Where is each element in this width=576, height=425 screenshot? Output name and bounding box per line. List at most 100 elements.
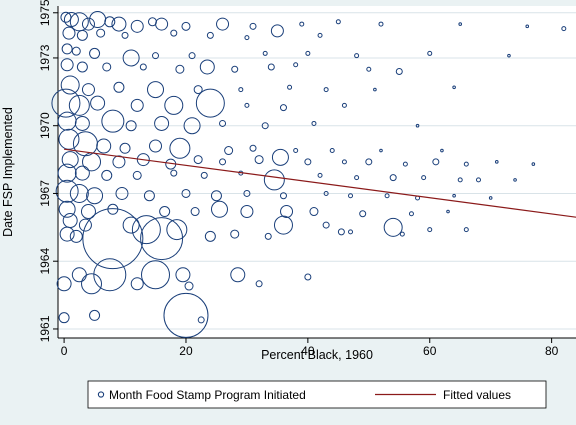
scatter-point [249, 22, 257, 30]
scatter-point [78, 218, 92, 232]
scatter-point [141, 260, 171, 290]
scatter-point [170, 169, 178, 177]
scatter-point [125, 120, 137, 132]
scatter-point [68, 94, 90, 116]
scatter-point [60, 11, 72, 23]
legend-label-fit: Fitted values [443, 388, 511, 402]
scatter-point [267, 63, 275, 71]
scatter-point [457, 177, 463, 183]
scatter-point [323, 87, 329, 93]
x-tick-label: 60 [423, 344, 437, 358]
scatter-point [304, 158, 312, 166]
scatter-point [452, 193, 456, 198]
scatter-point [81, 83, 95, 97]
scatter-point [90, 95, 106, 111]
legend: Month Food Stamp Program Initiated Fitte… [87, 380, 547, 409]
scatter-point [210, 200, 228, 218]
scatter-point [280, 205, 294, 219]
scatter-point [359, 210, 367, 218]
scatter-point [399, 231, 405, 237]
scatter-point [104, 16, 116, 28]
scatter-point [415, 123, 420, 128]
scatter-point [130, 98, 144, 112]
scatter-point [348, 193, 354, 199]
scatter-point [458, 22, 463, 26]
scatter-point [432, 158, 440, 166]
scatter-point [89, 47, 101, 59]
scatter-point [130, 19, 144, 33]
scatter-point [184, 281, 194, 291]
x-tick-label: 40 [301, 344, 315, 358]
legend-label-scatter: Month Food Stamp Program Initiated [109, 388, 306, 402]
scatter-point [183, 117, 201, 135]
scatter-point [463, 227, 469, 233]
scatter-point [147, 81, 165, 99]
scatter-point [193, 155, 203, 165]
scatter-point [216, 17, 230, 31]
scatter-point [323, 190, 329, 196]
scatter-point [181, 21, 191, 31]
scatter-point [365, 158, 373, 166]
scatter-point [199, 59, 215, 75]
scatter-point [255, 280, 263, 288]
scatter-point [463, 161, 469, 167]
scatter-point [61, 43, 73, 55]
scatter-point [452, 85, 456, 90]
scatter-point [354, 53, 360, 59]
scatter-point [240, 205, 254, 219]
legend-box [87, 380, 547, 409]
scatter-point [341, 159, 347, 165]
scatter-point [62, 26, 76, 40]
scatter-point [81, 273, 103, 295]
scatter-point [131, 215, 161, 245]
scatter-point [299, 21, 305, 27]
scatter-point [122, 216, 140, 234]
y-tick-label: 1967 [38, 180, 52, 207]
scatter-point [264, 232, 272, 240]
scatter-point [69, 229, 83, 243]
scatter-point [121, 31, 129, 39]
scatter-point [166, 219, 188, 241]
scatter-point [193, 85, 203, 95]
scatter-point [337, 228, 345, 236]
scatter-point [224, 146, 234, 156]
y-tick-label: 1961 [38, 315, 52, 342]
scatter-point [93, 258, 127, 292]
scatter-point [56, 276, 72, 292]
scatter-point [279, 104, 287, 112]
scatter-point [175, 267, 191, 283]
gridlines [58, 12, 576, 330]
scatter-point [408, 211, 414, 217]
scatter-point [507, 53, 511, 58]
x-tick-label: 0 [61, 344, 68, 358]
scatter-point [175, 64, 185, 74]
scatter-point [317, 32, 323, 38]
scatter-point [80, 204, 96, 220]
scatter-point [293, 62, 299, 68]
scatter-point [243, 189, 251, 197]
scatter-point [59, 226, 75, 242]
scatter-point [82, 208, 144, 270]
scatter-point [55, 179, 79, 203]
scatter-point [159, 206, 171, 218]
scatter-point [384, 193, 390, 199]
scatter-point [494, 160, 499, 164]
scatter-point [287, 84, 293, 90]
scatter-point [101, 109, 125, 133]
scatter-point [86, 187, 104, 205]
scatter-point [113, 81, 125, 93]
scatter-points [51, 11, 567, 338]
scatter-point [249, 144, 257, 152]
scatter-point [378, 21, 384, 27]
scatter-point [244, 35, 250, 41]
scatter-point [169, 137, 191, 159]
scatter-point [210, 190, 222, 202]
scatter-point [317, 172, 323, 178]
y-tick-label: 1970 [38, 112, 52, 139]
x-tick-label: 20 [179, 344, 193, 358]
scatter-point [263, 169, 285, 191]
scatter-point [230, 267, 246, 283]
scatter-point [335, 19, 341, 25]
scatter-point [354, 175, 360, 181]
